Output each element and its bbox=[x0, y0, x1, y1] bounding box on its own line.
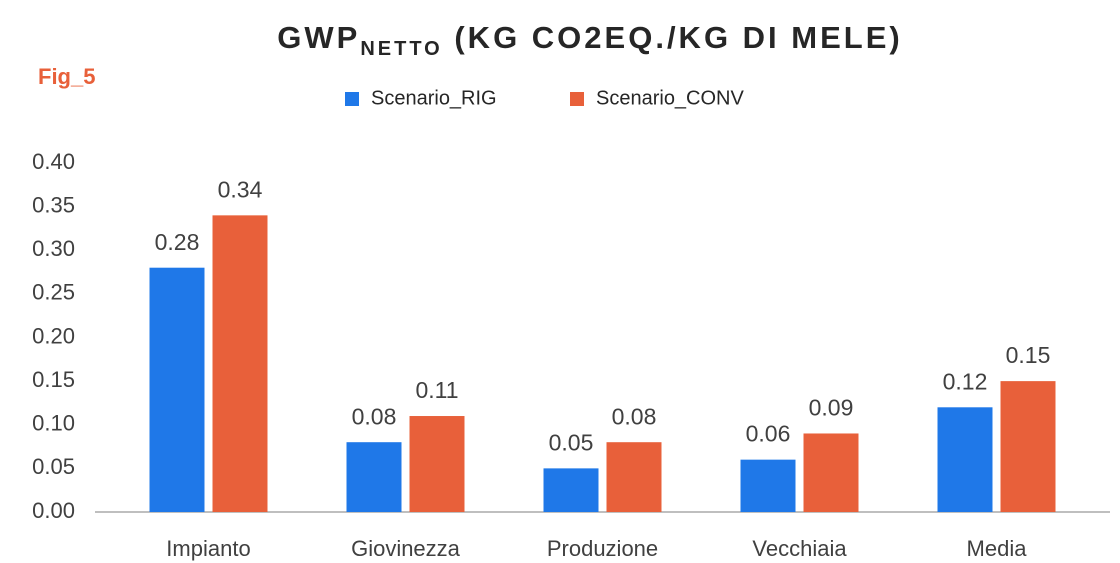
y-tick-label: 0.15 bbox=[32, 367, 75, 392]
bar bbox=[149, 267, 205, 512]
x-tick-label: Media bbox=[967, 536, 1028, 561]
x-tick-label: Giovinezza bbox=[351, 536, 461, 561]
y-tick-label: 0.40 bbox=[32, 149, 75, 174]
data-label: 0.08 bbox=[352, 403, 397, 429]
bar bbox=[740, 459, 796, 512]
bar bbox=[409, 416, 465, 512]
data-label: 0.28 bbox=[155, 229, 200, 255]
bar bbox=[803, 433, 859, 512]
legend-marker bbox=[345, 92, 359, 106]
y-tick-label: 0.30 bbox=[32, 236, 75, 261]
data-label: 0.05 bbox=[549, 429, 594, 455]
y-tick-label: 0.35 bbox=[32, 192, 75, 217]
data-label: 0.06 bbox=[746, 421, 791, 447]
y-tick-label: 0.05 bbox=[32, 454, 75, 479]
legend-label: Scenario_RIG bbox=[371, 87, 497, 109]
y-tick-label: 0.25 bbox=[32, 280, 75, 305]
bar bbox=[937, 407, 993, 512]
data-label: 0.11 bbox=[415, 377, 458, 403]
chart-title: GWPNETTO (KG CO2EQ./KG DI MELE) bbox=[277, 20, 902, 60]
legend-label: Scenario_CONV bbox=[596, 87, 745, 109]
data-label: 0.08 bbox=[612, 403, 657, 429]
legend-marker bbox=[570, 92, 584, 106]
data-label: 0.15 bbox=[1006, 342, 1051, 368]
data-label: 0.12 bbox=[943, 368, 988, 394]
bar bbox=[606, 442, 662, 512]
y-tick-label: 0.00 bbox=[32, 498, 75, 523]
title-main: GWP bbox=[277, 20, 360, 55]
bar bbox=[1000, 381, 1056, 512]
bar bbox=[212, 215, 268, 512]
title-subscript: NETTO bbox=[360, 38, 442, 60]
x-tick-label: Produzione bbox=[547, 536, 658, 561]
bar bbox=[543, 468, 599, 512]
bar bbox=[346, 442, 402, 512]
title-rest: (KG CO2EQ./KG DI MELE) bbox=[443, 20, 903, 55]
y-tick-label: 0.20 bbox=[32, 323, 75, 348]
data-label: 0.34 bbox=[218, 176, 263, 202]
x-tick-label: Vecchiaia bbox=[752, 536, 847, 561]
data-label: 0.09 bbox=[809, 395, 854, 421]
y-tick-label: 0.10 bbox=[32, 411, 75, 436]
annotation: Fig_5 bbox=[38, 64, 95, 89]
x-tick-label: Impianto bbox=[166, 536, 250, 561]
